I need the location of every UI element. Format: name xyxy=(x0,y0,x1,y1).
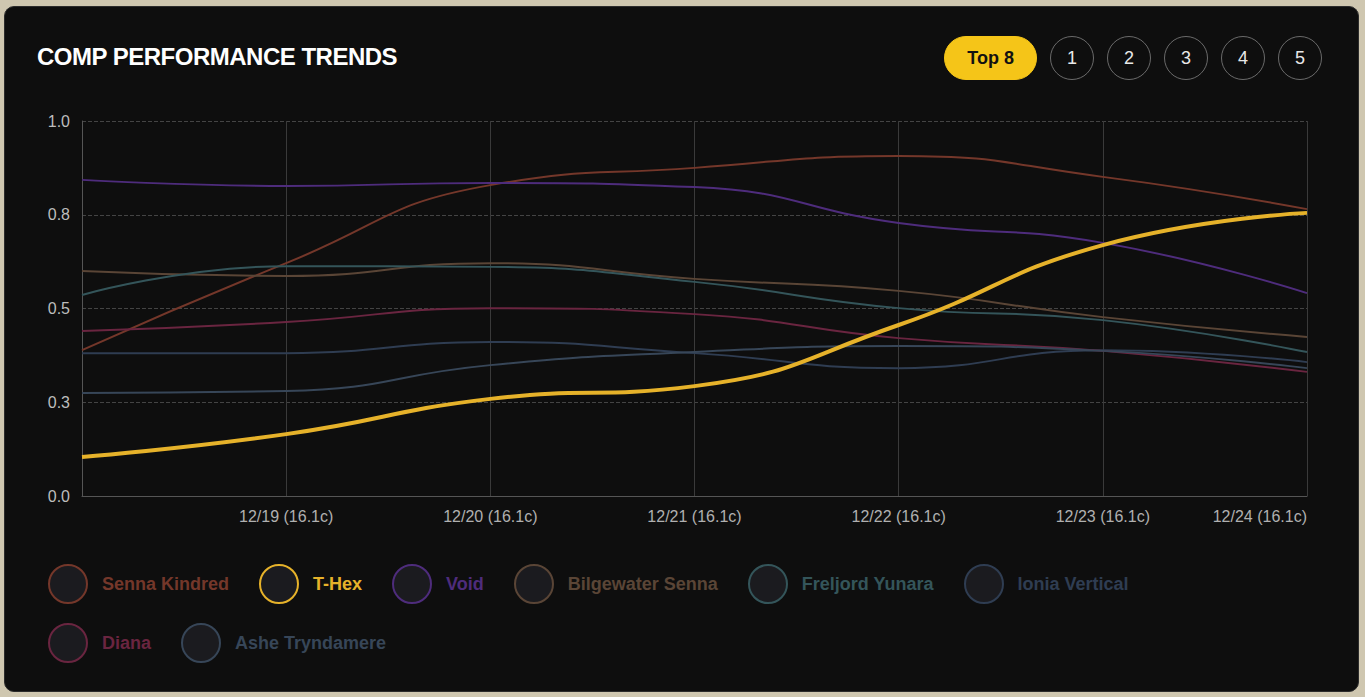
svg-text:12/23 (16.1c): 12/23 (16.1c) xyxy=(1056,508,1150,525)
html-text:Ashe Tryndamere: Ashe Tryndamere xyxy=(235,632,387,653)
svg-text:12/21 (16.1c): 12/21 (16.1c) xyxy=(647,508,741,525)
html-text:Bilgewater Senna: Bilgewater Senna xyxy=(567,573,718,594)
html-text:Void: Void xyxy=(446,573,484,594)
svg-text:12/20 (16.1c): 12/20 (16.1c) xyxy=(443,508,537,525)
html-text:COMP PERFORMANCE TRENDS: COMP PERFORMANCE TRENDS xyxy=(37,43,398,70)
html-text:T-Hex: T-Hex xyxy=(313,573,363,594)
html-text:Ionia Vertical: Ionia Vertical xyxy=(1017,573,1129,594)
html-text:4: 4 xyxy=(1238,47,1248,68)
svg-text:12/19 (16.1c): 12/19 (16.1c) xyxy=(239,508,333,525)
html-text:1: 1 xyxy=(1067,47,1077,68)
svg-text:1.0: 1.0 xyxy=(48,113,70,130)
svg-text:0.5: 0.5 xyxy=(48,300,70,317)
html-text:Freljord Yunara: Freljord Yunara xyxy=(801,573,934,594)
svg-text:0.8: 0.8 xyxy=(48,206,70,223)
html-text:2: 2 xyxy=(1124,47,1134,68)
html-text:Diana: Diana xyxy=(102,632,151,653)
html-text:Top 8: Top 8 xyxy=(967,47,1014,68)
svg-text:0.3: 0.3 xyxy=(48,394,70,411)
svg-text:0.0: 0.0 xyxy=(48,488,70,505)
html-text:3: 3 xyxy=(1181,47,1191,68)
svg-text:12/24 (16.1c): 12/24 (16.1c) xyxy=(1213,508,1307,525)
html-text:5: 5 xyxy=(1295,47,1305,68)
svg-text:12/22 (16.1c): 12/22 (16.1c) xyxy=(852,508,946,525)
html-text:Senna Kindred: Senna Kindred xyxy=(102,573,229,594)
